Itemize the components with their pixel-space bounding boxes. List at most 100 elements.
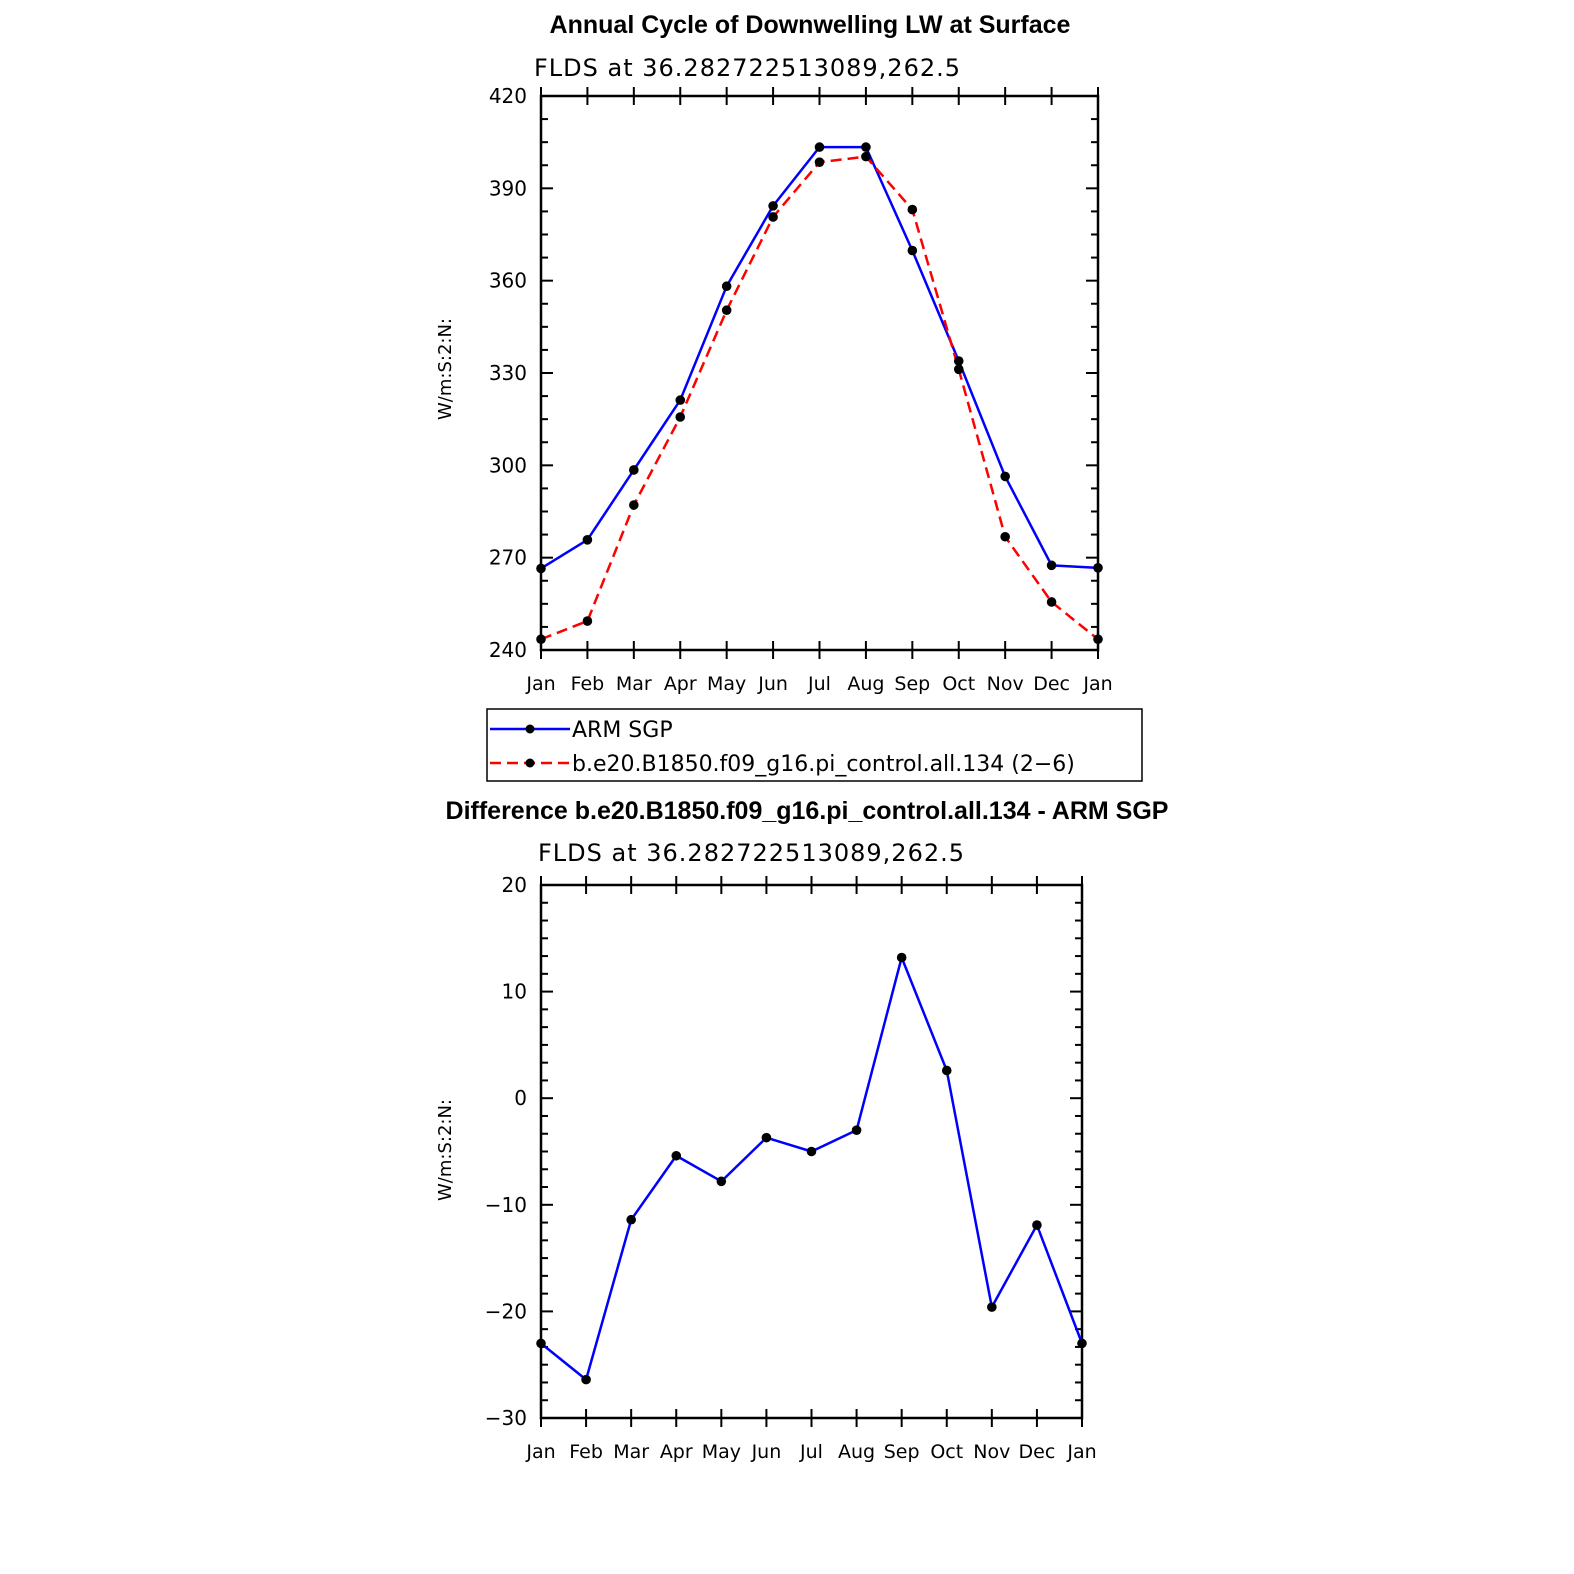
difference-chart: Difference b.e20.B1850.f09_g16.pi_contro…: [435, 797, 1168, 1463]
data-point: [1093, 563, 1103, 573]
data-point: [1032, 1220, 1042, 1230]
chart-subtitle: FLDS at 36.282722513089,262.5: [538, 839, 965, 867]
data-point: [941, 1065, 952, 1076]
y-tick-label: 390: [489, 176, 527, 200]
y-axis-label: W/m:S:2:N:: [435, 318, 456, 420]
y-tick-labels: 240 270 300 330 360 390 420: [489, 84, 527, 662]
y-tick-label: 0: [514, 1086, 527, 1110]
x-tick-label: Dec: [1033, 673, 1070, 695]
data-point: [629, 465, 639, 475]
data-point: [582, 616, 593, 626]
legend-swatch-marker: [525, 724, 535, 734]
data-point: [768, 212, 778, 222]
data-point: [907, 245, 918, 256]
data-point: [814, 142, 825, 152]
y-tick-label: 20: [502, 873, 527, 897]
x-tick-label: Aug: [847, 673, 884, 695]
x-tick-label: Jun: [757, 673, 788, 695]
data-point: [716, 1176, 727, 1187]
data-point: [582, 535, 593, 545]
y-tick-label: −10: [485, 1193, 527, 1217]
x-tick-label: Dec: [1019, 1441, 1056, 1463]
x-tick-label: Nov: [987, 673, 1024, 695]
x-tick-label: Mar: [616, 673, 652, 695]
data-point: [1093, 634, 1103, 645]
legend-box: [486, 708, 1143, 782]
data-point: [953, 364, 964, 375]
x-tick-labels: Jan Feb Mar Apr May Jun Jul Aug Sep Oct Nov Dec Jan: [525, 673, 1112, 695]
y-tick-label: −20: [485, 1299, 527, 1323]
data-point: [626, 1214, 636, 1225]
data-point: [536, 1338, 546, 1349]
y-tick-label: 420: [489, 84, 527, 108]
x-tick-label: Apr: [664, 673, 697, 695]
data-point: [761, 1132, 772, 1143]
data-point: [671, 1150, 682, 1161]
x-tick-label: Oct: [930, 1441, 963, 1463]
data-point: [896, 952, 907, 963]
legend: ARM SGP b.e20.B1850.f09_g16.pi_control.a…: [486, 708, 1143, 782]
x-tick-label: Mar: [613, 1441, 649, 1463]
series-line: [540, 155, 1099, 641]
legend-label: ARM SGP: [572, 718, 673, 743]
series-layer: [536, 142, 1103, 645]
x-tick-label: Jan: [1066, 1441, 1096, 1463]
x-tick-label: Jun: [751, 1441, 782, 1463]
x-tick-label: Jan: [525, 1441, 555, 1463]
data-point: [1000, 531, 1010, 542]
data-point: [629, 500, 639, 510]
x-tick-labels: Jan Feb Mar Apr May Jun Jul Aug Sep Oct Nov Dec Jan: [525, 1441, 1096, 1463]
x-tick-label: Oct: [942, 673, 975, 695]
plot-frame: [539, 87, 1100, 659]
y-tick-label: 360: [489, 269, 527, 293]
data-point: [851, 1125, 862, 1135]
data-point: [987, 1302, 997, 1312]
data-point: [675, 412, 686, 422]
x-tick-label: Aug: [838, 1441, 875, 1463]
x-tick-label: Nov: [973, 1441, 1010, 1463]
x-tick-label: Apr: [660, 1441, 693, 1463]
data-point: [1000, 471, 1010, 482]
y-tick-label: 270: [489, 546, 527, 570]
x-tick-label: Sep: [894, 673, 930, 695]
legend-entry-model: b.e20.B1850.f09_g16.pi_control.all.134 (…: [490, 752, 1075, 777]
x-tick-label: Jan: [525, 673, 555, 695]
series-layer: [536, 952, 1087, 1385]
chart-title: Difference b.e20.B1850.f09_g16.pi_contro…: [446, 797, 1169, 825]
data-point: [1077, 1338, 1087, 1349]
data-point: [806, 1146, 817, 1157]
data-point: [861, 151, 871, 162]
data-point: [581, 1374, 591, 1385]
series-line: [540, 145, 1099, 570]
y-tick-label: 330: [489, 361, 527, 385]
data-point: [861, 142, 871, 152]
x-tick-label: Feb: [569, 1441, 603, 1463]
data-point: [953, 356, 964, 366]
data-point: [1046, 597, 1057, 607]
data-point: [536, 634, 546, 645]
y-tick-label: 300: [489, 453, 527, 477]
x-tick-label: Jul: [807, 673, 831, 695]
y-tick-label: 10: [502, 980, 527, 1004]
data-point: [536, 563, 546, 574]
data-point: [1046, 560, 1057, 571]
series-line: [540, 956, 1084, 1381]
data-point: [675, 395, 686, 405]
data-point: [814, 157, 825, 167]
x-tick-label: Sep: [884, 1441, 920, 1463]
plot-border: [539, 94, 1100, 652]
chart-title: Annual Cycle of Downwelling LW at Surfac…: [550, 11, 1071, 39]
x-tick-label: Jan: [1082, 673, 1112, 695]
x-tick-label: May: [707, 673, 746, 695]
x-tick-label: May: [702, 1441, 741, 1463]
legend-swatch-marker: [525, 758, 535, 768]
annual-cycle-chart: Annual Cycle of Downwelling LW at Surfac…: [435, 11, 1113, 695]
y-tick-labels: −30 −20 −10 0 10 20: [485, 873, 527, 1430]
data-point: [768, 201, 778, 211]
legend-entry-arm-sgp: ARM SGP: [490, 718, 673, 743]
y-axis-label: W/m:S:2:N:: [435, 1099, 456, 1201]
x-tick-label: Feb: [571, 673, 605, 695]
legend-label: b.e20.B1850.f09_g16.pi_control.all.134 (…: [572, 752, 1075, 777]
chart-subtitle: FLDS at 36.282722513089,262.5: [534, 54, 961, 82]
